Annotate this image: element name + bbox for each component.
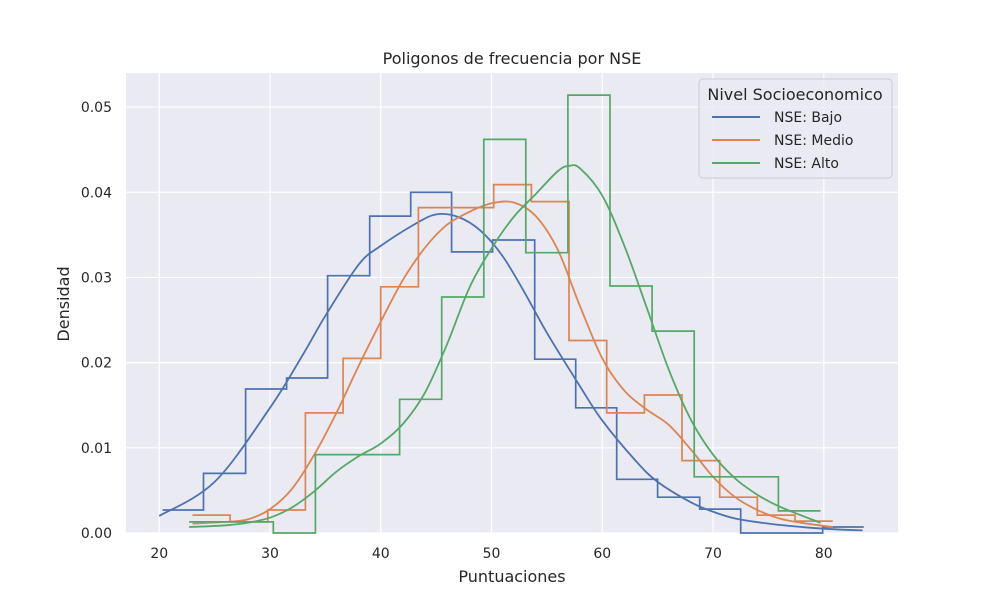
y-tick-label: 0.00 (81, 526, 112, 542)
x-tick-label: 30 (261, 546, 279, 562)
series-group (158, 94, 864, 534)
x-tick-label: 80 (815, 546, 833, 562)
y-tick-label: 0.05 (81, 100, 112, 116)
chart-title: Poligonos de frecuencia por NSE (383, 49, 642, 68)
x-tick-label: 70 (704, 546, 722, 562)
legend-label-nse-bajo: NSE: Bajo (774, 110, 842, 126)
y-tick-label: 0.01 (81, 441, 112, 457)
legend-label-nse-alto: NSE: Alto (774, 156, 839, 172)
x-tick-label: 40 (372, 546, 390, 562)
histogram-step-nse-bajo (162, 191, 864, 534)
x-tick-label: 60 (593, 546, 611, 562)
y-axis-label: Densidad (54, 266, 73, 341)
series-nse-alto (189, 94, 821, 534)
x-axis-label: Puntuaciones (458, 567, 565, 586)
series-nse-medio (192, 183, 833, 528)
legend-label-nse-medio: NSE: Medio (774, 133, 853, 149)
legend-box (698, 78, 893, 179)
y-tick-label: 0.03 (81, 270, 112, 286)
histogram-step-nse-medio (192, 183, 833, 523)
series-nse-bajo (158, 191, 864, 534)
legend: Nivel Socioeconomico NSE: Bajo NSE: Medio… (698, 78, 893, 179)
histogram-step-nse-alto (189, 94, 821, 534)
kde-curve-nse-alto (189, 164, 821, 528)
y-tick-label: 0.02 (81, 356, 112, 372)
y-tick-label: 0.04 (81, 185, 112, 201)
x-tick-label: 20 (150, 546, 168, 562)
kde-curve-nse-medio (192, 200, 833, 528)
x-tick-label: 50 (483, 546, 501, 562)
tick-labels: 20 30 40 50 60 70 80 0.00 0.01 0.02 0.03 0.04 0.05 (81, 100, 833, 562)
legend-title: Nivel Socioeconomico (707, 85, 882, 104)
kde-curve-nse-bajo (158, 212, 863, 532)
